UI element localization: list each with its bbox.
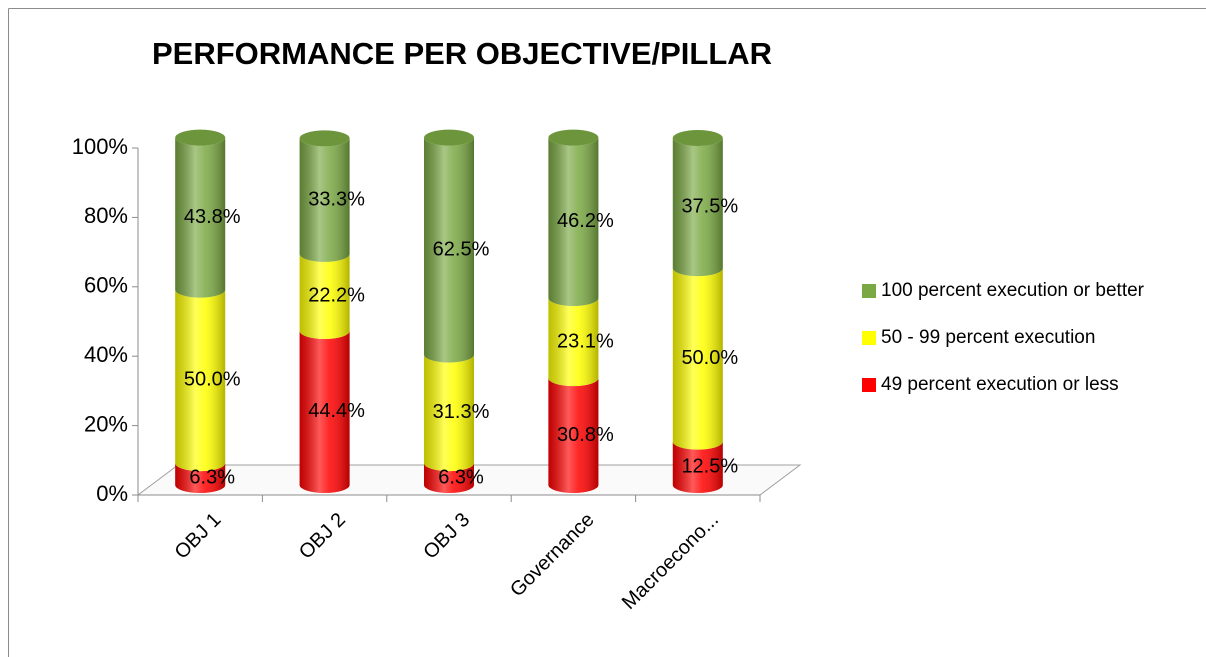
bar-shading xyxy=(299,253,350,339)
bar-cap xyxy=(175,129,226,146)
bar-shading xyxy=(672,441,723,493)
bar-shading xyxy=(175,137,226,298)
legend-swatch xyxy=(862,331,876,345)
y-tick-label: 0% xyxy=(96,481,128,506)
bar-cap xyxy=(672,130,723,146)
cylinder-segment xyxy=(299,330,350,493)
legend-swatch xyxy=(862,378,876,392)
y-tick-label: 60% xyxy=(84,273,128,298)
cylinder-segment xyxy=(175,129,226,298)
bar-shading xyxy=(548,297,599,387)
data-label: 12.5% xyxy=(681,456,738,478)
bar-cap-shade xyxy=(424,129,474,146)
cylinder-segment xyxy=(175,289,226,472)
bar-cap xyxy=(299,130,350,147)
bar-shading xyxy=(424,137,474,363)
y-tick-label: 80% xyxy=(84,203,128,228)
cylinder-segment xyxy=(672,268,723,450)
data-label: 6.3% xyxy=(189,466,235,488)
cylinder-segment xyxy=(548,297,599,387)
legend-swatch xyxy=(862,284,876,298)
bar-cap-shade xyxy=(175,129,226,146)
bar-shading xyxy=(299,330,350,493)
x-tick-label: OBJ 3 xyxy=(419,509,474,564)
cylinder-segment xyxy=(424,354,474,472)
data-label: 43.8% xyxy=(184,206,241,228)
bar-cap-shade xyxy=(299,130,350,147)
bar-shading xyxy=(548,137,599,306)
x-tick-label: Governance xyxy=(506,509,599,602)
y-tick-label: 100% xyxy=(72,134,128,159)
cylinder-segment xyxy=(424,463,474,493)
data-label: 30.8% xyxy=(557,424,614,446)
data-label: 22.2% xyxy=(308,285,365,307)
cylinder-segment xyxy=(672,441,723,493)
bar-cap xyxy=(424,129,474,146)
data-label: 23.1% xyxy=(557,330,614,352)
cylinder-segment xyxy=(299,130,350,262)
x-tick-label: OBJ 2 xyxy=(295,509,350,564)
x-tick-label: Macroecono... xyxy=(618,509,723,614)
y-tick-label: 20% xyxy=(84,411,128,436)
bar-shading xyxy=(424,354,474,472)
bar-cap-shade xyxy=(672,130,723,146)
bar-cap xyxy=(548,129,599,146)
cylinder-segment xyxy=(548,129,599,306)
bar-shading xyxy=(548,378,599,493)
data-label: 37.5% xyxy=(681,195,738,217)
cylinder-segment xyxy=(175,463,226,493)
y-tick-label: 40% xyxy=(84,342,128,367)
data-label: 50.0% xyxy=(681,347,738,369)
data-label: 46.2% xyxy=(557,210,614,232)
bar-shading xyxy=(299,138,350,262)
data-label: 62.5% xyxy=(433,238,490,260)
cylinder-segment xyxy=(424,129,474,363)
data-label: 50.0% xyxy=(184,369,241,391)
data-label: 6.3% xyxy=(438,466,484,488)
cylinder-segment xyxy=(299,253,350,339)
legend-label: 49 percent execution or less xyxy=(881,374,1119,395)
cylinder-segment xyxy=(548,378,599,493)
x-tick-label: OBJ 1 xyxy=(171,509,226,564)
data-label: 33.3% xyxy=(308,188,365,210)
bar-shading xyxy=(424,463,474,493)
bar-shading xyxy=(672,138,723,277)
bar-shading xyxy=(175,463,226,493)
data-label: 31.3% xyxy=(433,401,490,423)
cylinder-segment xyxy=(672,130,723,277)
bar-shading xyxy=(175,289,226,472)
legend-label: 50 - 99 percent execution xyxy=(881,327,1095,348)
chart-title: PERFORMANCE PER OBJECTIVE/PILLAR xyxy=(152,36,772,71)
bar-cap-shade xyxy=(548,129,599,146)
bar-shading xyxy=(672,268,723,450)
data-label: 44.4% xyxy=(308,400,365,422)
legend-label: 100 percent execution or better xyxy=(881,280,1145,301)
